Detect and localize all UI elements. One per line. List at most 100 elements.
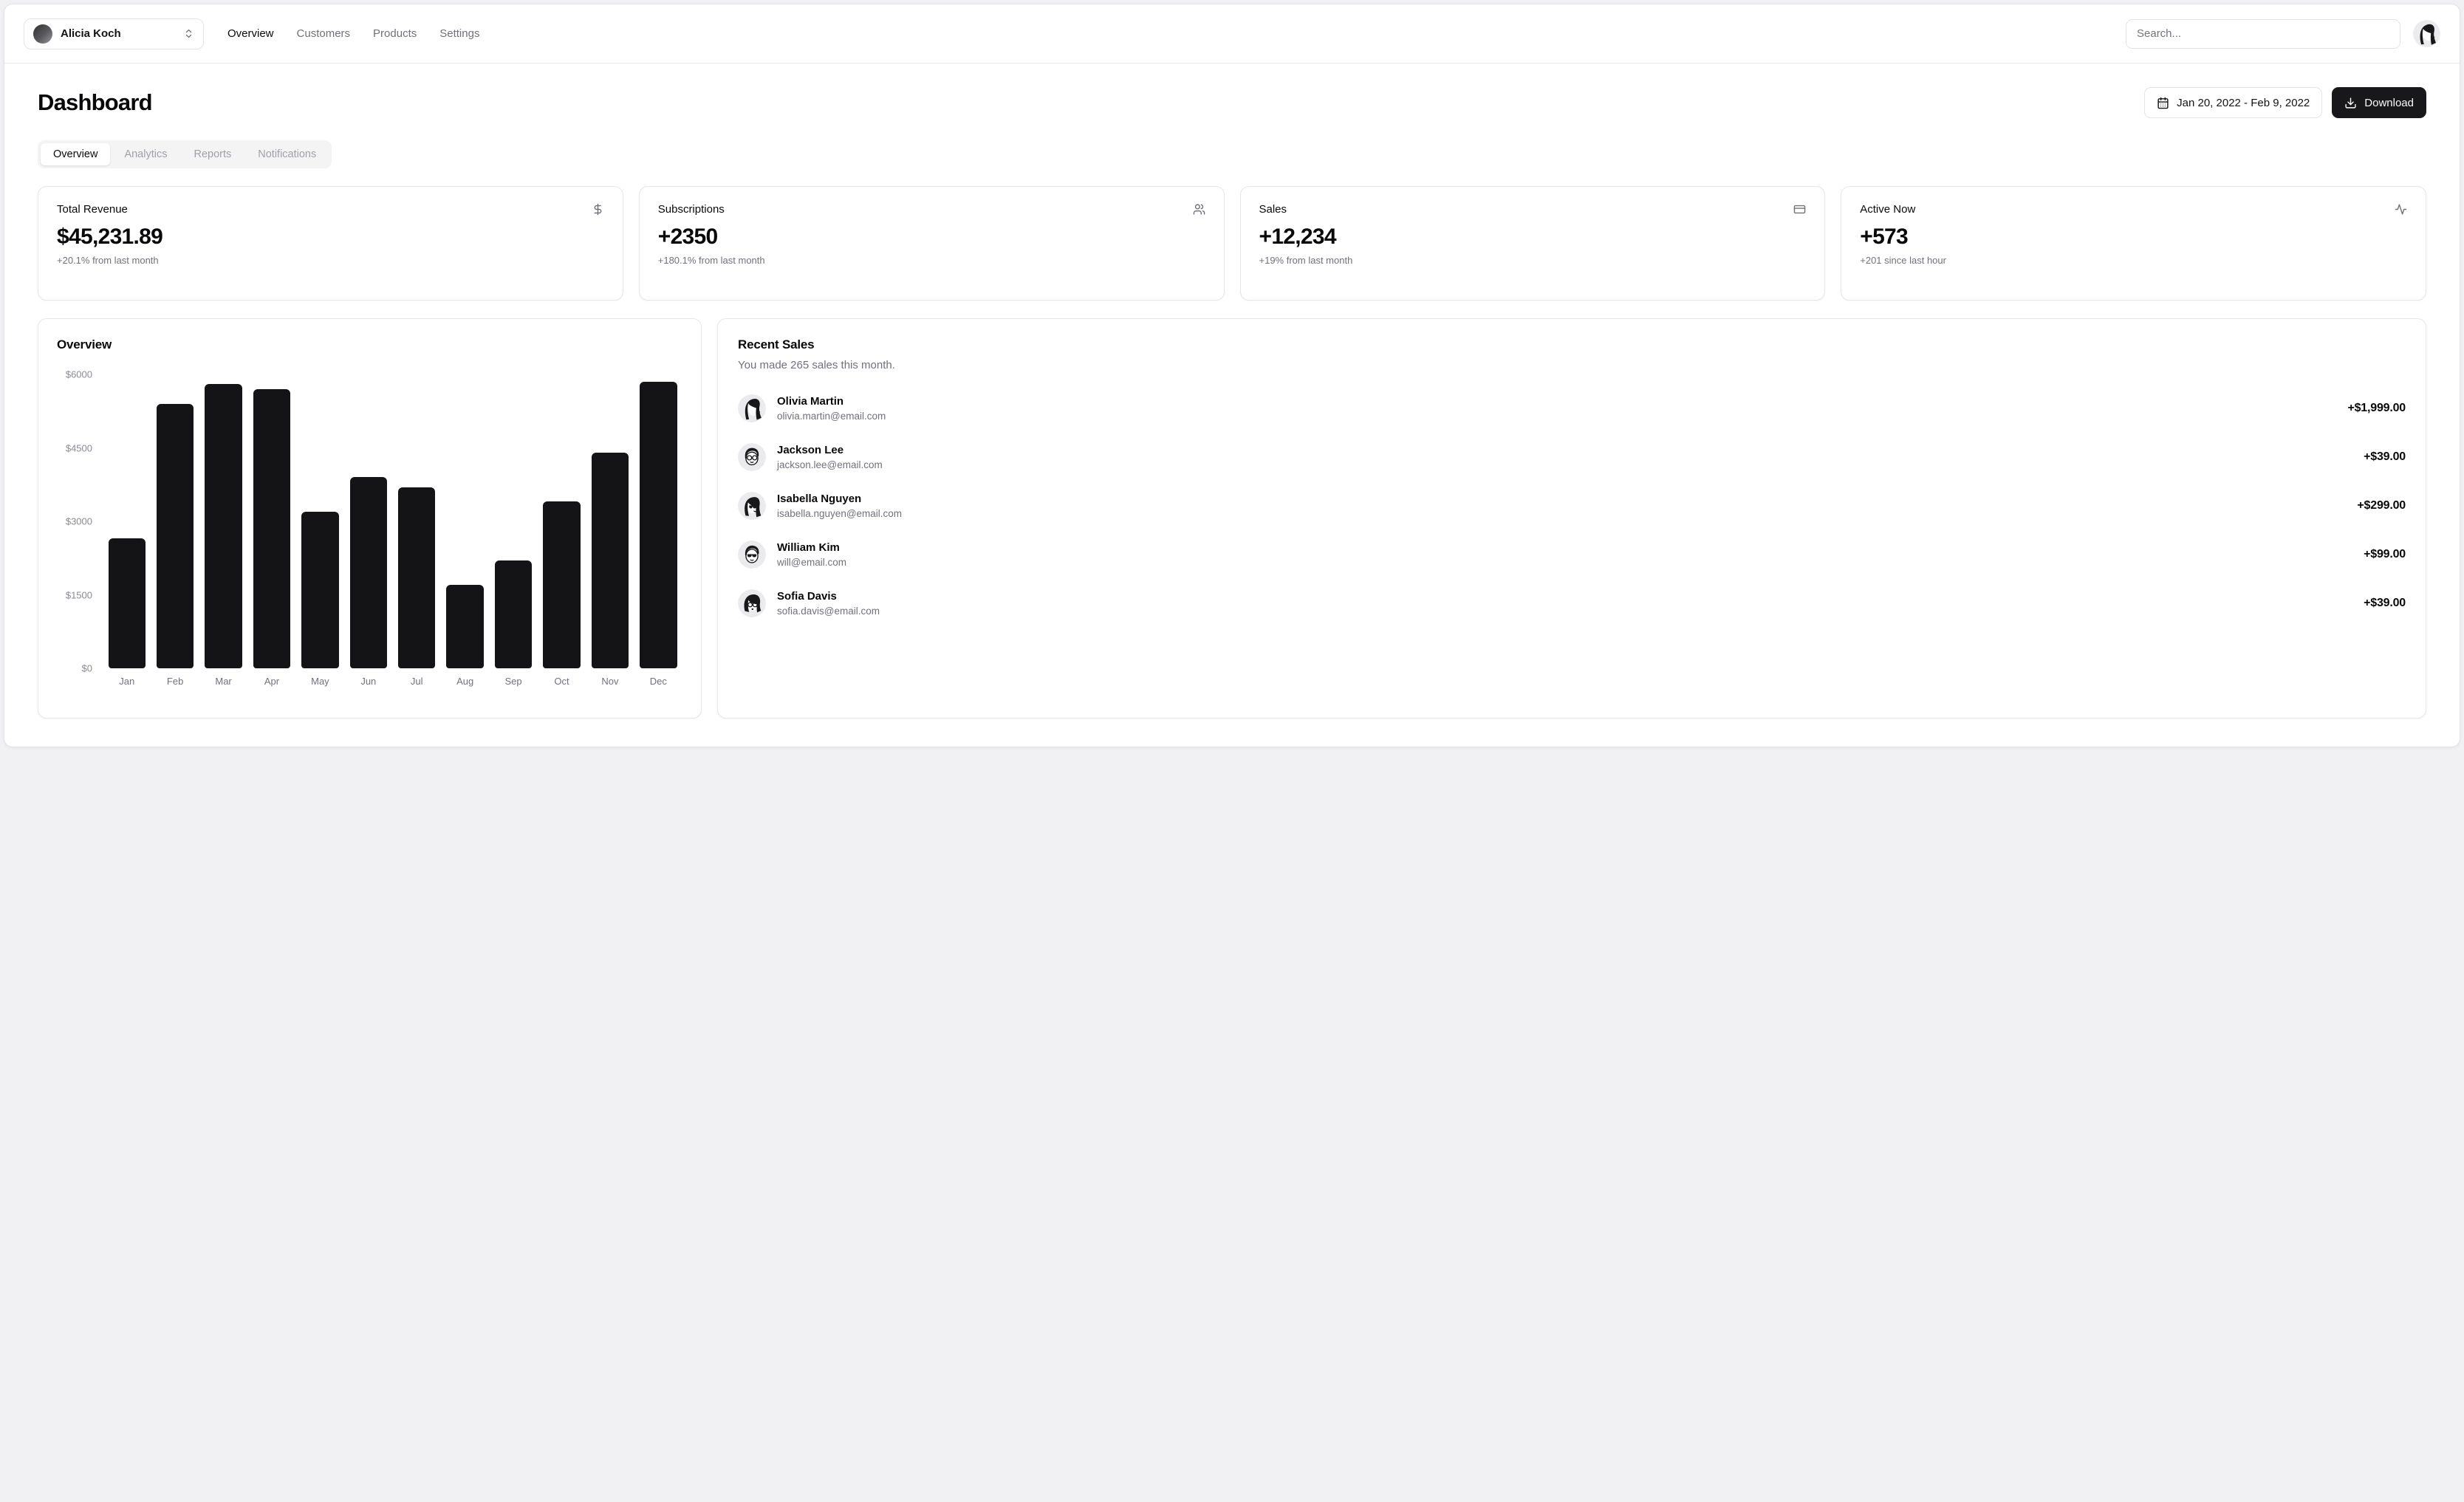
avatar-boy-sunglasses-illustration [738, 541, 766, 569]
bar-jan [108, 538, 146, 668]
x-tick: Apr [264, 676, 280, 687]
y-tick: $0 [81, 662, 92, 674]
bar-may [301, 511, 339, 668]
users-icon [1193, 203, 1205, 216]
stat-card-subscriptions: Subscriptions +2350 +180.1% from last mo… [638, 186, 1225, 301]
bar-aug [446, 585, 484, 668]
overview-chart-card: Overview $6000 $4500 $3000 $1500 $0 [38, 318, 702, 719]
user-avatar[interactable] [2413, 20, 2440, 47]
nav-customers[interactable]: Customers [296, 27, 351, 40]
chart-x-axis: Jan Feb Mar Apr May Jun Jul Aug Sep Oct … [103, 676, 682, 687]
avatar-girl-long-hair-illustration [738, 394, 766, 422]
customer-name: Isabella Nguyen [777, 493, 862, 505]
x-tick: Aug [456, 676, 474, 687]
stat-title: Sales [1259, 203, 1287, 216]
stat-change: +19% from last month [1259, 255, 1353, 266]
page-header: Dashboard Jan 20, 2022 - Feb 9, 2022 Dow… [38, 83, 2426, 123]
chart-y-axis: $6000 $4500 $3000 $1500 $0 [57, 369, 103, 674]
user-avatar-illustration [2413, 20, 2440, 47]
customer-email: olivia.martin@email.com [777, 411, 886, 422]
stat-card-active-now: Active Now +573 +201 since last hour [1841, 186, 2426, 301]
nav-products[interactable]: Products [373, 27, 417, 40]
stat-change: +20.1% from last month [57, 255, 159, 266]
customer-avatar [738, 589, 766, 617]
activity-icon [2395, 203, 2407, 216]
stat-card-sales: Sales +12,234 +19% from last month [1239, 186, 1826, 301]
customer-avatar [738, 394, 766, 422]
chevrons-up-down-icon [183, 28, 194, 39]
stat-change: +201 since last hour [1860, 255, 1946, 266]
customer-name: Sofia Davis [777, 590, 837, 603]
chart-bars [103, 374, 682, 668]
stat-cards-row: Total Revenue $45,231.89 +20.1% from las… [38, 186, 2426, 301]
customer-email: will@email.com [777, 557, 846, 568]
recent-sales-list: Olivia Martin olivia.martin@email.com +$… [738, 394, 2406, 617]
stat-title: Active Now [1860, 203, 1916, 216]
search-input[interactable] [2126, 18, 2400, 49]
sale-amount: +$39.00 [2364, 597, 2406, 609]
customer-email: sofia.davis@email.com [777, 606, 880, 617]
tab-notifications[interactable]: Notifications [245, 143, 329, 165]
x-tick: Feb [166, 676, 184, 687]
tab-analytics[interactable]: Analytics [112, 143, 179, 165]
sale-row: Sofia Davis sofia.davis@email.com +$39.0… [738, 589, 2406, 617]
calendar-icon [2157, 97, 2169, 109]
recent-sales-title: Recent Sales [738, 337, 815, 352]
date-range-picker[interactable]: Jan 20, 2022 - Feb 9, 2022 [2144, 87, 2323, 118]
stat-title: Total Revenue [57, 203, 128, 216]
nav-overview[interactable]: Overview [227, 27, 274, 40]
sale-row: Olivia Martin olivia.martin@email.com +$… [738, 394, 2406, 422]
bar-nov [591, 453, 629, 668]
x-tick: Nov [601, 676, 619, 687]
x-tick: Mar [215, 676, 232, 687]
customer-avatar [738, 492, 766, 520]
sale-amount: +$1,999.00 [2347, 402, 2406, 414]
customer-name: William Kim [777, 541, 840, 554]
credit-card-icon [1793, 203, 1806, 216]
bar-sep [494, 560, 533, 668]
stat-value: +12,234 [1259, 224, 1337, 249]
chart-title: Overview [57, 337, 112, 352]
sale-amount: +$99.00 [2364, 548, 2406, 560]
sale-row: Isabella Nguyen isabella.nguyen@email.co… [738, 492, 2406, 520]
sale-amount: +$299.00 [2357, 499, 2406, 512]
x-tick: Jul [410, 676, 423, 687]
customer-avatar [738, 541, 766, 569]
dollar-sign-icon [592, 203, 604, 216]
y-tick: $3000 [65, 515, 92, 527]
stat-change: +180.1% from last month [657, 255, 765, 266]
dashboard-tabs: Overview Analytics Reports Notifications [38, 140, 332, 168]
customer-avatar [738, 443, 766, 471]
tab-overview[interactable]: Overview [41, 143, 111, 165]
x-tick: Dec [649, 676, 667, 687]
x-tick: Jun [360, 676, 377, 687]
main-nav: Overview Customers Products Settings [227, 27, 479, 40]
app-frame: Alicia Koch Overview Customers Products … [4, 4, 2460, 747]
x-tick: May [311, 676, 329, 687]
stat-title: Subscriptions [657, 203, 725, 216]
customer-name: Jackson Lee [777, 444, 844, 456]
tab-reports[interactable]: Reports [181, 143, 244, 165]
team-switcher[interactable]: Alicia Koch [24, 18, 204, 49]
x-tick: Oct [554, 676, 569, 687]
team-name: Alicia Koch [61, 27, 121, 40]
team-avatar [33, 24, 52, 44]
top-navigation-bar: Alicia Koch Overview Customers Products … [4, 4, 2460, 64]
bottom-row: Overview $6000 $4500 $3000 $1500 $0 [38, 318, 2426, 719]
customer-email: jackson.lee@email.com [777, 459, 883, 470]
download-button[interactable]: Download [2332, 87, 2426, 118]
bar-jun [349, 477, 387, 668]
avatar-girl-sunglasses-illustration [738, 492, 766, 520]
download-label: Download [2364, 96, 2414, 109]
y-tick: $6000 [65, 368, 92, 380]
main-content: Dashboard Jan 20, 2022 - Feb 9, 2022 Dow… [4, 64, 2460, 719]
bar-jul [398, 487, 436, 668]
nav-settings[interactable]: Settings [439, 27, 480, 40]
customer-name: Olivia Martin [777, 395, 844, 408]
x-tick: Jan [119, 676, 135, 687]
y-tick: $1500 [65, 589, 92, 600]
download-icon [2344, 97, 2357, 109]
recent-sales-subtitle: You made 265 sales this month. [738, 359, 895, 371]
y-tick: $4500 [65, 442, 92, 453]
sale-row: William Kim will@email.com +$99.00 [738, 541, 2406, 569]
